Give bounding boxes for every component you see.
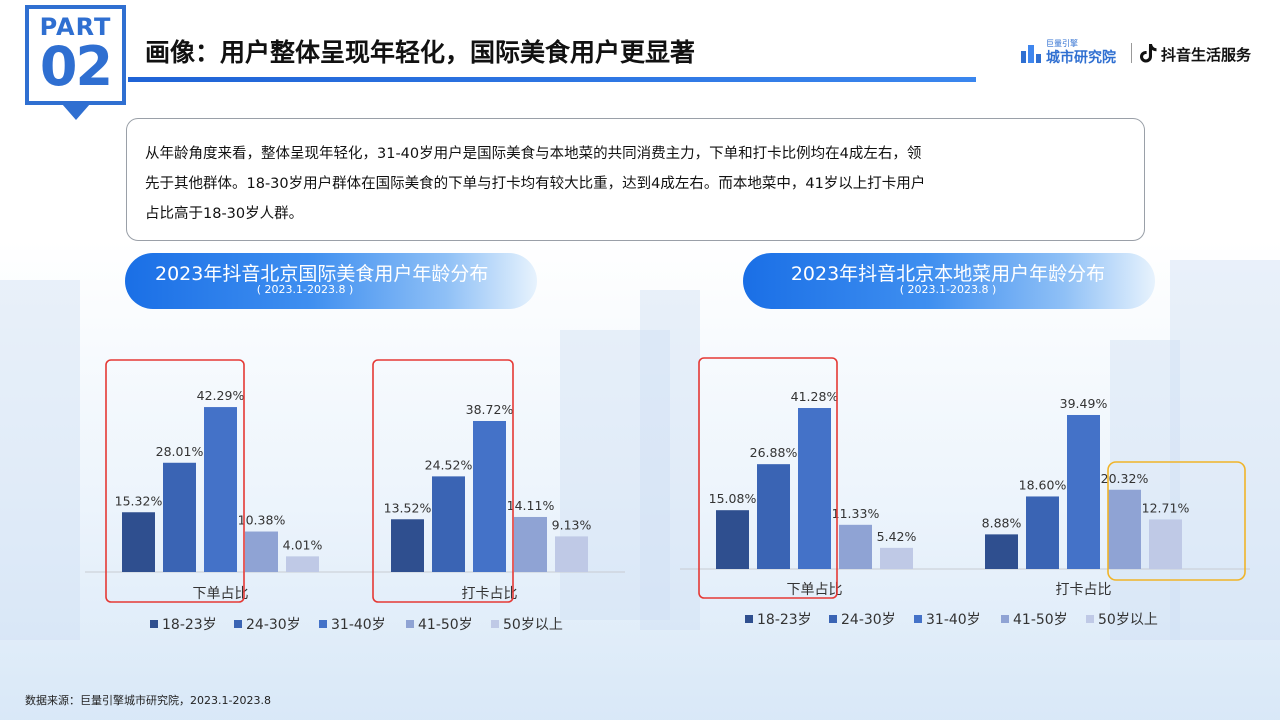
bar-18-23岁 xyxy=(985,534,1018,569)
brand-service-name: 抖音生活服务 xyxy=(1161,46,1252,64)
legend-swatch xyxy=(406,620,414,628)
category-label: 打卡占比 xyxy=(1056,581,1112,598)
highlight-box-secondary xyxy=(1107,461,1246,581)
bar-value-label: 4.01% xyxy=(283,537,323,552)
chart-subtitle: ( 2023.1-2023.8 ) xyxy=(256,283,354,296)
bar-value-label: 11.33% xyxy=(832,506,880,521)
legend-label: 24-30岁 xyxy=(841,612,896,628)
bar-value-label: 38.72% xyxy=(466,402,514,417)
bar-value-label: 28.01% xyxy=(156,444,204,459)
legend-swatch xyxy=(234,620,242,628)
background-building xyxy=(640,290,700,630)
part-badge-pointer xyxy=(62,104,90,120)
bar-24-30岁 xyxy=(163,462,196,572)
bar-18-23岁 xyxy=(391,519,424,572)
bar-50岁以上 xyxy=(555,536,588,572)
bar-50岁以上 xyxy=(286,556,319,572)
legend-swatch xyxy=(150,620,158,628)
legend-label: 31-40岁 xyxy=(926,612,981,628)
legend-label: 31-40岁 xyxy=(331,617,386,633)
part-badge: PART 02 xyxy=(25,5,126,105)
bar-50岁以上 xyxy=(1149,519,1182,569)
bar-50岁以上 xyxy=(880,547,913,569)
page-title: 画像：用户整体呈现年轻化，国际美食用户更显著 xyxy=(145,38,696,67)
legend-label: 50岁以上 xyxy=(1098,612,1158,628)
bar-value-label: 41.28% xyxy=(791,389,839,404)
bar-31-40岁 xyxy=(204,407,237,572)
douyin-logo-icon xyxy=(1140,44,1157,63)
chart-title-pill-international: 2023年抖音北京国际美食用户年龄分布 ( 2023.1-2023.8 ) xyxy=(125,253,537,309)
bar-41-50岁 xyxy=(839,524,872,569)
description-line: 先于其他群体。18-30岁用户群体在国际美食的下单与打卡均有较大比重，达到4成左… xyxy=(145,176,926,192)
chart-international-food: 15.32% 28.01% 42.29% 10.38% 4.01% 下单占比 13.52% 2… xyxy=(85,359,625,633)
bar-value-label: 26.88% xyxy=(750,445,798,460)
legend-swatch xyxy=(829,615,837,623)
city-institute-logo-icon xyxy=(1021,45,1041,63)
legend-swatch xyxy=(914,615,922,623)
bar-value-label: 20.32% xyxy=(1101,471,1149,486)
bar-41-50岁 xyxy=(1108,489,1141,569)
bar-value-label: 8.88% xyxy=(982,515,1022,530)
highlight-box xyxy=(372,359,514,603)
legend-swatch xyxy=(1086,615,1094,623)
bar-31-40岁 xyxy=(473,420,506,572)
brand-small-text: 巨量引擎 xyxy=(1046,39,1078,48)
category-label: 打卡占比 xyxy=(462,585,518,602)
highlight-box xyxy=(698,357,838,599)
description-line: 占比高于18-30岁人群。 xyxy=(145,206,304,222)
bar-31-40岁 xyxy=(798,408,831,569)
bar-41-50岁 xyxy=(245,531,278,572)
chart-title-pill-local: 2023年抖音北京本地菜用户年龄分布 ( 2023.1-2023.8 ) xyxy=(743,253,1155,309)
chart-title: 2023年抖音北京本地菜用户年龄分布 xyxy=(790,263,1106,285)
bar-value-label: 9.13% xyxy=(552,517,592,532)
brand-divider xyxy=(1131,43,1132,63)
legend-label: 41-50岁 xyxy=(1013,612,1068,628)
part-word: PART xyxy=(39,13,112,41)
description-line: 从年龄角度来看，整体呈现年轻化，31-40岁用户是国际美食与本地菜的共同消费主力… xyxy=(145,146,922,162)
bar-value-label: 24.52% xyxy=(425,457,473,472)
category-label: 下单占比 xyxy=(193,586,249,602)
legend-label: 18-23岁 xyxy=(757,612,812,628)
part-number: 02 xyxy=(39,35,113,98)
bar-24-30岁 xyxy=(432,476,465,572)
legend-swatch xyxy=(319,620,327,628)
bar-value-label: 5.42% xyxy=(877,529,917,544)
chart-subtitle: ( 2023.1-2023.8 ) xyxy=(899,283,997,296)
chart-local-cuisine: 15.08% 26.88% 41.28% 11.33% 5.42% 下单占比 8.88% 18… xyxy=(680,357,1250,628)
bar-41-50岁 xyxy=(514,516,547,572)
bar-value-label: 42.29% xyxy=(197,388,245,403)
bar-value-label: 10.38% xyxy=(238,513,286,528)
description-box: 从年龄角度来看，整体呈现年轻化，31-40岁用户是国际美食与本地菜的共同消费主力… xyxy=(126,118,1145,241)
bar-18-23岁 xyxy=(716,510,749,569)
bar-18-23岁 xyxy=(122,512,155,572)
background-building xyxy=(1170,260,1280,640)
bar-31-40岁 xyxy=(1067,414,1100,569)
bar-value-label: 15.32% xyxy=(115,493,163,508)
chart-title: 2023年抖音北京国际美食用户年龄分布 xyxy=(155,263,489,285)
source-footnote: 数据来源：巨量引擎城市研究院，2023.1-2023.8 xyxy=(25,694,271,707)
bar-value-label: 39.49% xyxy=(1060,396,1108,411)
legend-label: 41-50岁 xyxy=(418,617,473,633)
category-label: 下单占比 xyxy=(787,582,843,598)
legend-swatch xyxy=(1001,615,1009,623)
bar-value-label: 13.52% xyxy=(384,500,432,515)
brand-org-name: 城市研究院 xyxy=(1046,50,1116,66)
bar-value-label: 15.08% xyxy=(709,491,757,506)
bar-24-30岁 xyxy=(1026,496,1059,569)
highlight-box xyxy=(105,359,245,603)
background-building xyxy=(0,280,80,640)
legend-label: 24-30岁 xyxy=(246,617,301,633)
bar-value-label: 18.60% xyxy=(1019,477,1067,492)
title-underline xyxy=(128,77,976,82)
bar-24-30岁 xyxy=(757,464,790,569)
legend-swatch xyxy=(745,615,753,623)
bar-value-label: 12.71% xyxy=(1142,500,1190,515)
legend-swatch xyxy=(491,620,499,628)
legend-label: 50岁以上 xyxy=(503,617,563,633)
bar-value-label: 14.11% xyxy=(507,498,555,513)
legend-label: 18-23岁 xyxy=(162,617,217,633)
